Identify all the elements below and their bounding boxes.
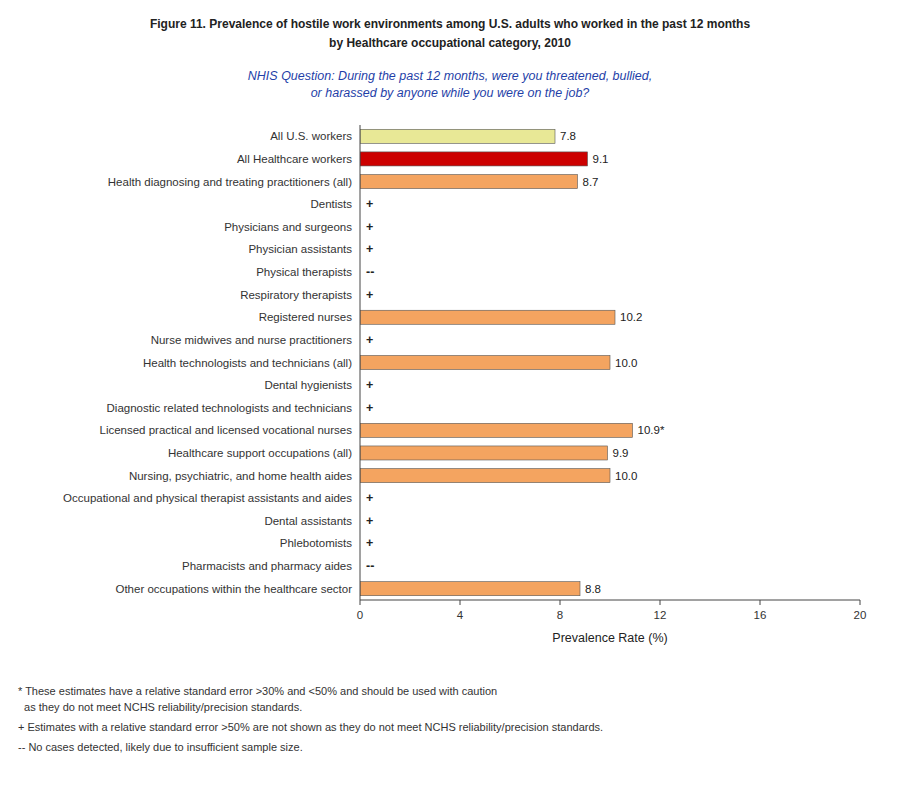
data-label: 8.8 bbox=[585, 583, 601, 595]
chart: Figure 11. Prevalence of hostile work en… bbox=[0, 0, 900, 800]
symbol-label: -- bbox=[366, 559, 374, 573]
category-label: Phlebotomists bbox=[280, 537, 352, 549]
x-tick bbox=[460, 600, 461, 605]
data-label: 7.8 bbox=[560, 130, 576, 142]
bars bbox=[360, 129, 633, 595]
data-label: 10.2 bbox=[620, 311, 642, 323]
x-tick bbox=[360, 600, 361, 605]
symbol-label: + bbox=[366, 378, 373, 392]
footnote: + Estimates with a relative standard err… bbox=[18, 721, 603, 733]
symbol-label: + bbox=[366, 536, 373, 550]
category-label: Dentists bbox=[310, 198, 352, 210]
category-label: Licensed practical and licensed vocation… bbox=[99, 424, 352, 436]
symbol-label: + bbox=[366, 333, 373, 347]
category-label: Respiratory therapists bbox=[240, 289, 352, 301]
bar bbox=[360, 310, 615, 324]
x-tick-label: 20 bbox=[854, 609, 867, 621]
subtitle: NHIS Question: During the past 12 months… bbox=[248, 69, 652, 100]
category-label: Health technologists and technicians (al… bbox=[143, 357, 352, 369]
bar bbox=[360, 355, 610, 369]
category-label: Registered nurses bbox=[259, 311, 353, 323]
x-tick bbox=[560, 600, 561, 605]
subtitle-line: NHIS Question: During the past 12 months… bbox=[248, 69, 652, 83]
x-tick bbox=[760, 600, 761, 605]
data-label: 10.0 bbox=[615, 470, 637, 482]
category-label: Nurse midwives and nurse practitioners bbox=[151, 334, 353, 346]
category-label: Nursing, psychiatric, and home health ai… bbox=[129, 470, 352, 482]
bar bbox=[360, 446, 608, 460]
category-label: Occupational and physical therapist assi… bbox=[63, 492, 352, 504]
title-line: Figure 11. Prevalence of hostile work en… bbox=[150, 17, 750, 31]
data-label: 9.1 bbox=[593, 153, 609, 165]
data-label: 10.9* bbox=[638, 424, 665, 436]
category-label: Diagnostic related technologists and tec… bbox=[107, 402, 353, 414]
category-label: Health diagnosing and treating practitio… bbox=[108, 176, 352, 188]
bar bbox=[360, 152, 588, 166]
x-axis: 0 4 8 12 16 20 Prevalence Rate (%) bbox=[357, 600, 867, 645]
symbol-label: + bbox=[366, 242, 373, 256]
symbol-label: + bbox=[366, 491, 373, 505]
data-labels: 7.8 9.1 8.7 + + + -- +10.2 +10.0 + +10.9* 9.9 10.0 + +… bbox=[366, 130, 665, 594]
y-axis-line bbox=[360, 125, 361, 600]
y-axis: All U.S. workers All Healthcare workers He… bbox=[63, 125, 360, 600]
footnote: as they do not meet NCHS reliability/pre… bbox=[18, 701, 302, 713]
symbol-label: + bbox=[366, 514, 373, 528]
x-axis-line bbox=[360, 600, 860, 601]
data-label: 9.9 bbox=[613, 447, 629, 459]
title-line: by Healthcare occupational category, 201… bbox=[329, 36, 571, 50]
title: Figure 11. Prevalence of hostile work en… bbox=[150, 17, 750, 50]
category-label: Physician assistants bbox=[248, 243, 352, 255]
bar bbox=[360, 175, 578, 189]
category-label: Other occupations within the healthcare … bbox=[115, 583, 352, 595]
x-tick-label: 8 bbox=[557, 609, 563, 621]
x-tick-label: 4 bbox=[457, 609, 464, 621]
footnote: * These estimates have a relative standa… bbox=[18, 685, 497, 697]
data-label: 8.7 bbox=[583, 176, 599, 188]
symbol-label: -- bbox=[366, 265, 374, 279]
category-label: Dental assistants bbox=[264, 515, 352, 527]
footnote: -- No cases detected, likely due to insu… bbox=[18, 741, 303, 753]
category-label: Dental hygienists bbox=[264, 379, 352, 391]
x-tick-label: 0 bbox=[357, 609, 363, 621]
footnotes: * These estimates have a relative standa… bbox=[18, 685, 603, 753]
data-label: 10.0 bbox=[615, 357, 637, 369]
category-label: Healthcare support occupations (all) bbox=[168, 447, 352, 459]
x-axis-label: Prevalence Rate (%) bbox=[552, 631, 667, 645]
bar bbox=[360, 129, 555, 143]
x-tick bbox=[860, 600, 861, 605]
symbol-label: + bbox=[366, 220, 373, 234]
x-tick-label: 12 bbox=[654, 609, 667, 621]
bar bbox=[360, 423, 633, 437]
category-label: Physical therapists bbox=[256, 266, 352, 278]
category-label: Pharmacists and pharmacy aides bbox=[182, 560, 352, 572]
symbol-label: + bbox=[366, 197, 373, 211]
symbol-label: + bbox=[366, 401, 373, 415]
category-label: All Healthcare workers bbox=[237, 153, 352, 165]
subtitle-line: or harassed by anyone while you were on … bbox=[311, 86, 590, 100]
bar bbox=[360, 582, 580, 596]
x-tick bbox=[660, 600, 661, 605]
category-label: Physicians and surgeons bbox=[224, 221, 352, 233]
bar bbox=[360, 469, 610, 483]
x-tick-label: 16 bbox=[754, 609, 767, 621]
category-label: All U.S. workers bbox=[270, 130, 352, 142]
symbol-label: + bbox=[366, 288, 373, 302]
